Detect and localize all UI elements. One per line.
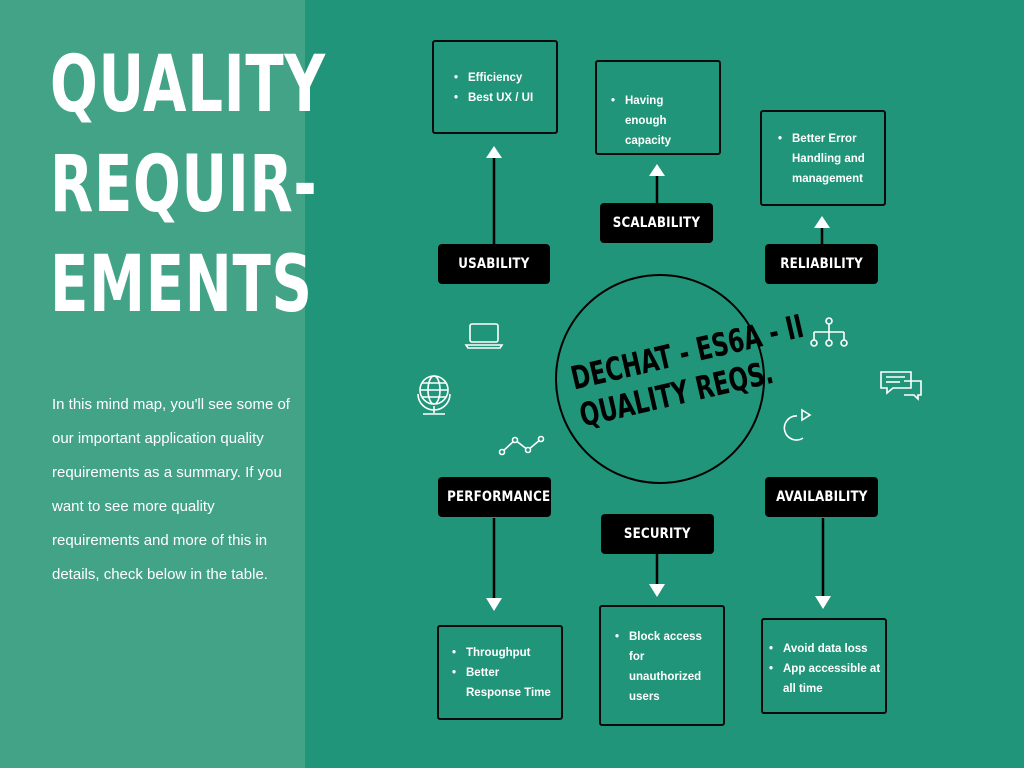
reliability-label[interactable]: RELIABILITY [765, 244, 878, 284]
title-line-2: REQUIR- [50, 140, 318, 230]
arrow-down-availability [815, 596, 831, 609]
security-label[interactable]: SECURITY [601, 514, 714, 554]
usability-item-1: Efficiency [454, 68, 556, 88]
refresh-arrow-icon [783, 408, 812, 441]
availability-box: Avoid data loss App accessible at all ti… [761, 618, 887, 714]
performance-item-1: Throughput [452, 643, 555, 663]
center-circle [555, 274, 765, 484]
performance-box: Throughput Better Response Time [437, 625, 563, 720]
arrow-up-usability [486, 146, 502, 158]
title-line-3: EMENTS [50, 240, 313, 330]
usability-box: Efficiency Best UX / UI [432, 40, 558, 134]
chat-bubbles-icon [880, 371, 922, 401]
availability-item-1: Avoid data loss [769, 639, 881, 659]
arrow-up-scalability [649, 164, 665, 176]
intro-text: In this mind map, you'll see some of our… [52, 396, 290, 583]
laptop-icon [464, 323, 504, 349]
reliability-item-1: Better Error Handling and management [778, 129, 870, 189]
performance-item-2: Better Response Time [452, 663, 555, 703]
security-item-1: Block access for unauthorized users [615, 627, 709, 707]
security-box: Block access for unauthorized users [599, 605, 725, 726]
arrow-down-security [649, 584, 665, 597]
hierarchy-icon [810, 317, 848, 347]
scalability-label[interactable]: SCALABILITY [600, 203, 713, 243]
availability-label[interactable]: AVAILABILITY [765, 477, 878, 517]
usability-label[interactable]: USABILITY [438, 244, 550, 284]
arrow-up-reliability [814, 216, 830, 228]
globe-icon [417, 375, 451, 415]
title-line-1: QUALITY [50, 40, 326, 130]
arrow-down-performance [486, 598, 502, 611]
usability-item-2: Best UX / UI [454, 88, 556, 108]
performance-label[interactable]: PERFORMANCE [438, 477, 551, 517]
scalability-box: Having enough capacity [595, 60, 721, 155]
reliability-box: Better Error Handling and management [760, 110, 886, 206]
scalability-item-1: Having enough capacity [611, 91, 705, 151]
left-panel: QUALITY REQUIR- EMENTS In this mind map,… [0, 0, 325, 768]
availability-item-2: App accessible at all time [769, 659, 881, 699]
line-graph-icon [498, 435, 545, 456]
